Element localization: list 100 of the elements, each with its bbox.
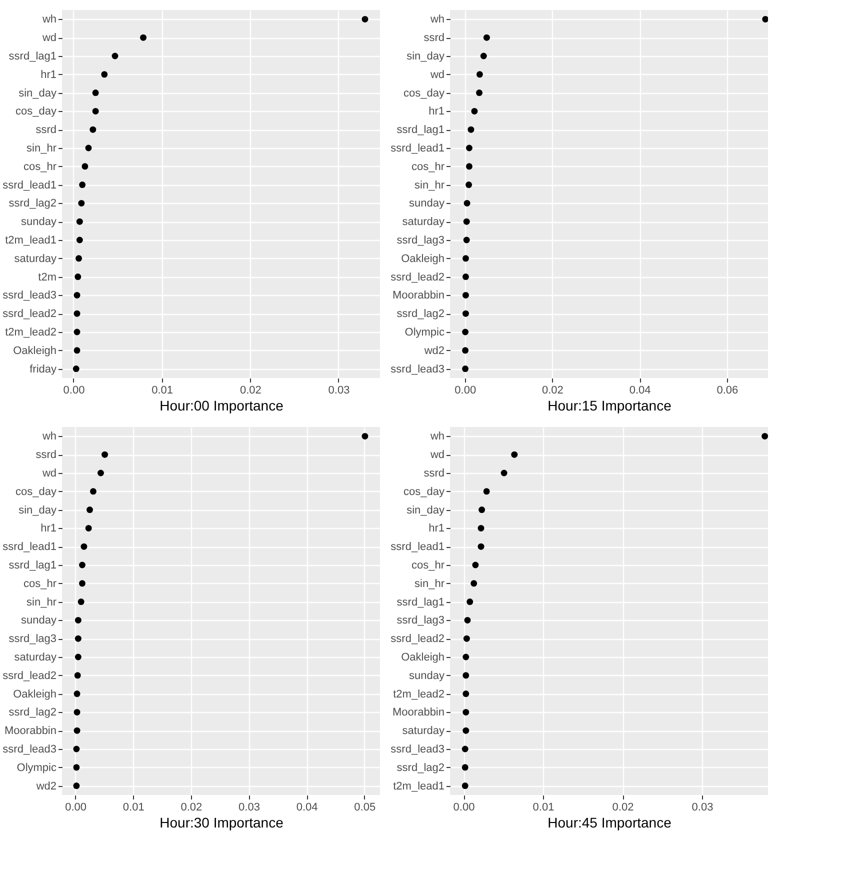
- point: [92, 90, 99, 96]
- y-tick-label: cos_day: [16, 486, 57, 498]
- y-tick-label: sunday: [21, 216, 57, 228]
- y-tick-label: ssrd_lead2: [390, 633, 444, 646]
- point: [478, 506, 486, 514]
- point: [74, 690, 80, 698]
- y-tick-label: ssrd_lead1: [2, 541, 56, 554]
- y-tick-label: ssrd_lag3: [8, 633, 56, 646]
- point: [82, 163, 88, 170]
- point: [463, 635, 470, 642]
- y-tick-label: wd: [429, 449, 444, 462]
- point: [140, 34, 147, 41]
- y-tick-label: ssrd_lag1: [8, 560, 56, 572]
- point: [73, 746, 80, 752]
- point: [362, 16, 368, 22]
- y-tick-label: ssrd_lag2: [396, 762, 444, 774]
- point: [462, 727, 470, 734]
- x-axis-title: Hour:00 Importance: [160, 398, 284, 414]
- point: [86, 506, 93, 514]
- point: [76, 236, 83, 244]
- y-tick-label: sin_hr: [414, 578, 445, 590]
- point: [78, 580, 86, 587]
- x-tick-label: 0.00: [454, 384, 476, 396]
- x-tick-label: 0.02: [240, 384, 262, 396]
- y-tick-label: t2m_lead2: [5, 326, 56, 338]
- point: [112, 52, 118, 60]
- y-tick-label: ssrd_lead3: [2, 744, 56, 756]
- y-tick-label: hr1: [40, 522, 56, 535]
- point: [466, 144, 472, 152]
- y-tick-label: ssrd_lead2: [390, 271, 444, 284]
- y-tick-label: cos_hr: [411, 560, 445, 572]
- point: [74, 292, 80, 298]
- point: [476, 90, 483, 96]
- y-tick-label: ssrd: [36, 124, 56, 136]
- y-tick-label: wh: [429, 14, 444, 26]
- x-tick-label: 0.02: [612, 802, 634, 814]
- point: [471, 108, 478, 114]
- x-tick-label: 0.01: [152, 384, 174, 396]
- point: [500, 470, 508, 476]
- point: [462, 328, 469, 336]
- y-tick-label: sin_day: [406, 50, 445, 62]
- y-tick-label: ssrd_lag1: [396, 124, 444, 136]
- y-tick-label: sin_hr: [26, 142, 57, 154]
- y-tick-label: ssrd_lead1: [390, 142, 444, 154]
- y-tick-label: sunday: [21, 614, 57, 627]
- y-tick-label: friday: [30, 363, 57, 376]
- point: [462, 782, 468, 790]
- y-tick-label: t2m_lead1: [5, 234, 56, 246]
- y-tick-label: sin_day: [18, 87, 57, 100]
- point: [74, 310, 80, 317]
- point: [462, 310, 469, 317]
- point: [462, 746, 468, 752]
- point: [85, 524, 92, 532]
- y-tick-label: hr1: [428, 106, 444, 118]
- y-tick-label: wd: [429, 68, 444, 81]
- point: [466, 163, 472, 170]
- x-axis-title: Hour:45 Importance: [548, 814, 672, 830]
- point: [73, 764, 80, 771]
- x-tick-label: 0.00: [65, 802, 87, 814]
- point: [464, 616, 471, 624]
- point: [76, 218, 83, 225]
- point: [90, 488, 96, 495]
- point: [470, 580, 478, 587]
- point: [462, 708, 470, 716]
- point: [462, 347, 469, 354]
- y-tick-label: Oakleigh: [13, 688, 56, 700]
- point: [478, 524, 484, 532]
- point: [80, 543, 88, 550]
- point: [463, 236, 470, 244]
- x-tick-label: 0.02: [180, 802, 202, 814]
- y-tick-label: cos_day: [16, 106, 57, 118]
- y-tick-label: wh: [41, 430, 56, 443]
- y-tick-label: cos_day: [404, 486, 445, 498]
- point: [78, 200, 85, 206]
- y-tick-label: ssrd_lead1: [2, 179, 56, 192]
- y-tick-label: wd2: [423, 344, 444, 357]
- y-tick-label: sin_hr: [414, 179, 445, 192]
- y-tick-label: hr1: [40, 68, 56, 81]
- x-tick-label: 0.01: [122, 802, 144, 814]
- point: [462, 366, 469, 372]
- y-tick-label: t2m: [38, 271, 56, 284]
- point: [464, 200, 470, 206]
- point: [762, 16, 768, 22]
- point: [85, 144, 92, 152]
- point: [73, 782, 80, 790]
- point: [74, 274, 82, 280]
- point: [74, 672, 81, 679]
- x-tick-label: 0.01: [532, 802, 554, 814]
- y-tick-label: ssrd_lead2: [2, 670, 56, 682]
- y-tick-label: ssrd_lead2: [2, 308, 56, 320]
- y-tick-label: wh: [41, 14, 56, 26]
- y-tick-label: sin_hr: [26, 596, 57, 608]
- point: [472, 562, 479, 568]
- y-tick-label: ssrd_lag3: [396, 234, 444, 246]
- x-tick-label: 0.06: [716, 384, 738, 396]
- point: [92, 108, 99, 114]
- point: [462, 764, 468, 771]
- y-tick-label: sunday: [409, 670, 445, 682]
- y-tick-label: ssrd_lead1: [390, 541, 444, 554]
- y-tick-label: Moorabbin: [4, 725, 56, 738]
